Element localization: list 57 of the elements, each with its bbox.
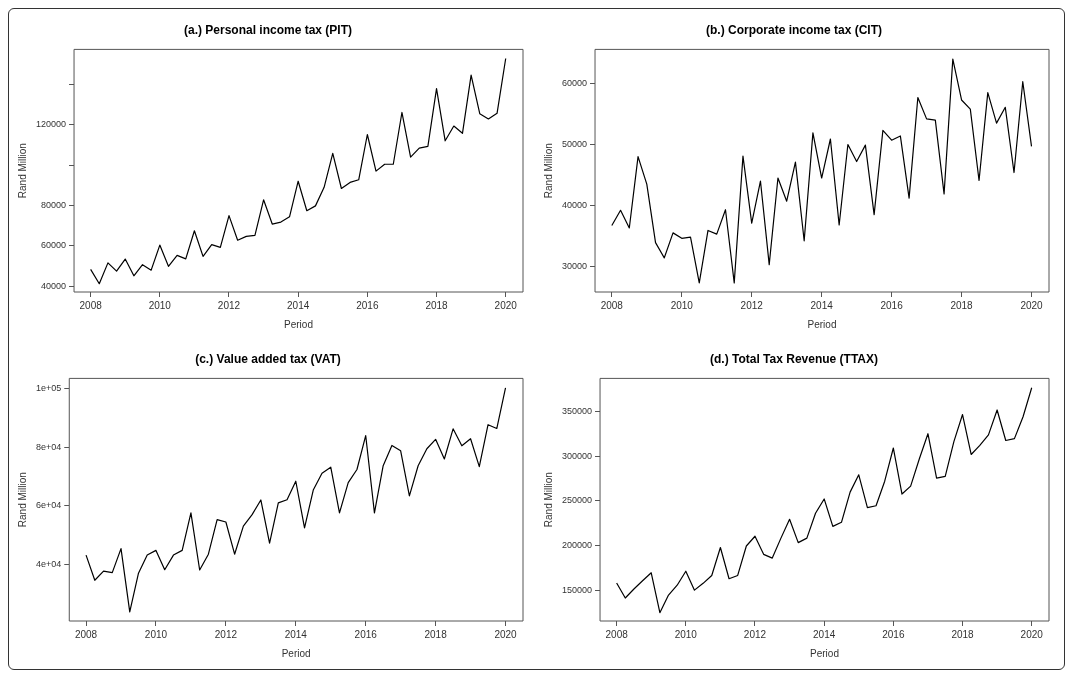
- x-tick-label: 2020: [1020, 628, 1044, 640]
- x-tick-label: 2016: [880, 299, 904, 311]
- y-tick-label: 200000: [561, 540, 593, 551]
- x-tick-label: 2014: [284, 628, 308, 640]
- y-tick-label: 40000: [562, 199, 588, 210]
- x-tick-label: 2010: [670, 299, 694, 311]
- y-tick-label: 350000: [561, 405, 593, 416]
- y-tick-label: 4e+04: [36, 558, 62, 569]
- x-axis-title: Period: [281, 647, 311, 659]
- y-tick-label: 300000: [561, 450, 593, 461]
- y-axis-title: Rand Million: [16, 143, 28, 199]
- y-tick-label: 1e+05: [36, 383, 62, 394]
- y-tick-label: 120000: [35, 119, 67, 130]
- x-axis-title: Period: [284, 318, 313, 330]
- x-tick-label: 2016: [882, 628, 905, 640]
- x-tick-label: 2018: [951, 628, 975, 640]
- chart-title: (b.) Corporate income tax (CIT): [705, 22, 883, 37]
- y-axis-title: Rand Million: [542, 143, 554, 199]
- x-tick-label: 2020: [494, 628, 518, 640]
- chart-title: (d.) Total Tax Revenue (TTAX): [709, 351, 879, 366]
- chart-title: (a.) Personal income tax (PIT): [183, 22, 353, 37]
- x-tick-label: 2016: [354, 628, 378, 640]
- x-tick-label: 2018: [425, 299, 449, 311]
- y-tick-label: 60000: [41, 240, 67, 251]
- x-axis-title: Period: [807, 318, 837, 330]
- x-tick-label: 2020: [494, 299, 518, 311]
- x-tick-label: 2018: [950, 299, 974, 311]
- x-tick-label: 2014: [287, 299, 310, 311]
- x-tick-label: 2020: [1020, 299, 1044, 311]
- y-tick-label: 30000: [562, 260, 588, 271]
- x-tick-label: 2008: [74, 628, 98, 640]
- x-tick-label: 2014: [810, 299, 834, 311]
- x-tick-label: 2008: [79, 299, 103, 311]
- y-tick-label: 250000: [561, 495, 593, 506]
- y-tick-label: 150000: [561, 584, 593, 595]
- x-tick-label: 2010: [144, 628, 168, 640]
- x-tick-label: 2012: [214, 628, 238, 640]
- chart-title: (c.) Value added tax (VAT): [195, 351, 341, 366]
- y-tick-label: 8e+04: [36, 441, 62, 452]
- y-tick-label: 60000: [562, 78, 588, 89]
- y-tick-label: 80000: [41, 199, 67, 210]
- x-tick-label: 2010: [148, 299, 172, 311]
- x-tick-label: 2012: [740, 299, 764, 311]
- x-tick-label: 2008: [605, 628, 629, 640]
- x-tick-label: 2010: [674, 628, 698, 640]
- x-tick-label: 2018: [424, 628, 448, 640]
- x-tick-label: 2016: [356, 299, 379, 311]
- x-tick-label: 2012: [217, 299, 241, 311]
- y-tick-label: 50000: [562, 138, 588, 149]
- x-tick-label: 2008: [600, 299, 624, 311]
- x-tick-label: 2014: [813, 628, 836, 640]
- y-axis-title: Rand Million: [542, 472, 554, 528]
- y-axis-title: Rand Million: [16, 472, 28, 528]
- x-axis-title: Period: [810, 647, 839, 659]
- y-tick-label: 6e+04: [36, 500, 62, 511]
- x-tick-label: 2012: [743, 628, 767, 640]
- y-tick-label: 40000: [41, 280, 67, 291]
